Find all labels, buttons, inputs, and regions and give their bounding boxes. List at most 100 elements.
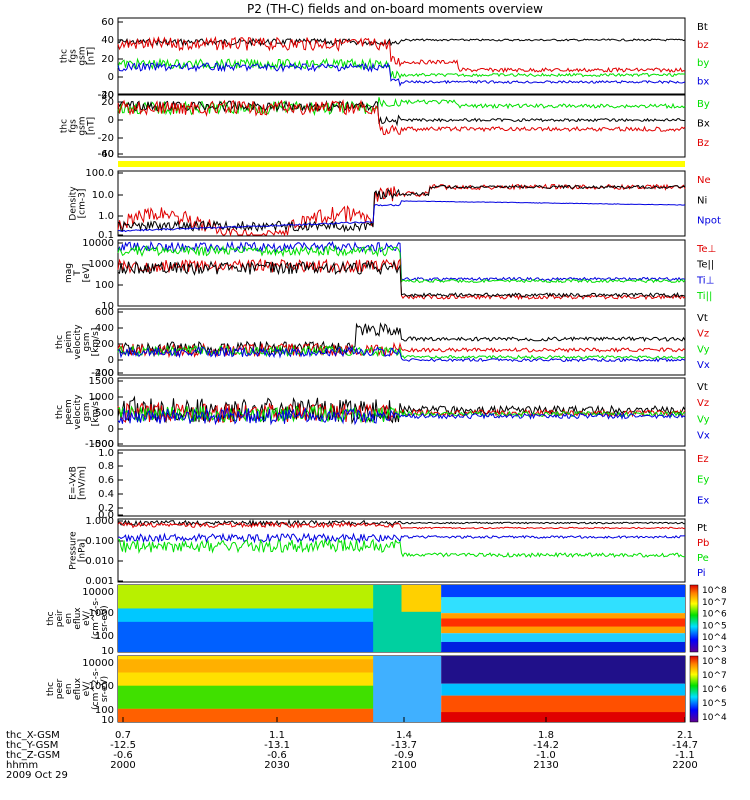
y-tick-label: 1500 xyxy=(89,376,114,387)
y-axis-label: mag xyxy=(64,263,74,283)
legend-entry: Te|| xyxy=(696,260,714,271)
x-tick-label: 2030 xyxy=(264,760,289,771)
y-tick-label: 10 xyxy=(101,646,114,657)
y-axis-label: thc xyxy=(60,49,70,63)
y-axis-label: E=-VxB xyxy=(69,466,79,500)
y-tick-label: -40 xyxy=(98,149,114,160)
by-trace xyxy=(117,57,686,80)
y-axis-label: Density xyxy=(69,186,79,221)
spectrogram-cell xyxy=(441,712,685,722)
y-tick-label: 100 xyxy=(95,280,114,291)
x-tick-label: -0.6 xyxy=(267,750,287,761)
legend-entry: Vx xyxy=(697,431,710,442)
y-axis-label: [cm-3] xyxy=(78,189,88,219)
y-axis-label: [nPa] xyxy=(78,539,88,562)
y-tick-label: 1000 xyxy=(89,259,114,270)
pb-trace xyxy=(117,521,686,530)
y-tick-label: 40 xyxy=(101,35,114,46)
y-tick-label: 60 xyxy=(101,17,114,28)
x-tick-label: 2130 xyxy=(533,760,558,771)
y-tick-label: 1000 xyxy=(89,392,114,403)
x-axis-row-label: hhmm xyxy=(6,760,38,771)
y-tick-label: 20 xyxy=(101,54,114,65)
y-tick-label: 1.0 xyxy=(98,211,114,222)
y-axis-label: Pressure xyxy=(69,531,79,570)
quality-flag-bar xyxy=(118,161,685,167)
panel-pressure: 1.000 0.100 0.010 0.001 Pressure [nPa] Pt Pb Pe P… xyxy=(69,516,710,587)
y-axis-label: eV/ xyxy=(82,610,92,626)
spectrogram-cell xyxy=(441,683,685,696)
y-axis-label: thc xyxy=(60,119,70,133)
y-axis-label: eflux xyxy=(73,607,83,630)
y-axis-label: peem xyxy=(64,399,74,425)
y-tick-label: -400 xyxy=(91,368,114,379)
x-tick-label: -0.9 xyxy=(394,750,414,761)
panel-frame xyxy=(117,170,686,237)
bz-trace xyxy=(117,35,686,74)
x-tick-label: -0.6 xyxy=(113,750,133,761)
colorbar-label: 10^6 xyxy=(702,685,727,695)
x-tick-label: 2100 xyxy=(391,760,416,771)
y-tick-label: 0.4 xyxy=(98,489,114,500)
y-tick-label: 0.010 xyxy=(85,556,114,567)
y-tick-label: -20 xyxy=(98,133,114,144)
legend-entry: Ez xyxy=(697,454,709,465)
y-tick-label: -20 xyxy=(98,90,114,101)
x-axis-row-label: thc_Z-GSM xyxy=(6,750,60,761)
ni-trace xyxy=(117,184,686,233)
y-axis-label: T xyxy=(73,270,83,277)
colorbar-label: 10^5 xyxy=(702,621,727,631)
colorbar-label: 10^7 xyxy=(702,598,727,608)
pi-trace xyxy=(118,532,686,544)
vx-trace xyxy=(118,345,686,363)
legend-entry: Pb xyxy=(697,538,709,549)
y-tick-label: 100.0 xyxy=(85,168,114,179)
x-tick-label: 2000 xyxy=(110,760,135,771)
colorbar-label: 10^4 xyxy=(702,633,727,643)
y-tick-label: 10000 xyxy=(82,238,114,249)
panel-frame xyxy=(117,239,686,307)
y-axis-label: eflux xyxy=(73,677,83,700)
spectrogram-cell xyxy=(401,585,442,612)
legend-entry: Bt xyxy=(697,22,708,33)
x-tick-label: 1.4 xyxy=(396,730,412,741)
peem-vt-trace xyxy=(117,395,686,425)
legend-entry: Pe xyxy=(697,553,709,564)
colorbar-label: 10^8 xyxy=(702,657,727,667)
legend-entry: Ni xyxy=(697,195,707,206)
y-axis-label: thc xyxy=(46,682,56,696)
y-axis-label: sr-eV) xyxy=(100,605,110,631)
x-tick-label: 0.7 xyxy=(115,730,131,741)
panel-fgs: 60 40 20 0 -20-40 thc fgs gsm [nT] Bt bz by bx xyxy=(60,17,710,101)
legend-entry: Vt xyxy=(697,313,708,324)
y-tick-label: 1000 xyxy=(89,681,114,692)
x-tick-label: -14.7 xyxy=(672,740,698,751)
y-axis-label: peer xyxy=(55,678,65,699)
spectrogram-cell xyxy=(118,585,402,609)
y-axis-label: fgs xyxy=(69,49,79,63)
panel-frame xyxy=(117,377,686,447)
bx-trace xyxy=(117,61,686,87)
y-axis-label: en xyxy=(64,613,74,624)
y-axis-label: gsm xyxy=(78,116,88,135)
x-tick-label: -14.2 xyxy=(533,740,559,751)
y-tick-label: 0.2 xyxy=(98,503,114,514)
y-tick-label: 0 xyxy=(108,72,114,83)
pe-trace xyxy=(117,538,686,559)
legend-entry: Ex xyxy=(697,495,709,506)
y-axis-label: fgs xyxy=(69,119,79,133)
spectrogram-cell xyxy=(118,659,402,673)
y-tick-label: 0.0 xyxy=(98,510,114,521)
y-axis-label: gsm xyxy=(82,402,92,421)
y-tick-label: 200 xyxy=(95,339,114,350)
spectrogram-cell xyxy=(118,621,402,652)
y-axis-label: (cm^2-s- xyxy=(91,598,101,640)
y-tick-label: 100 xyxy=(95,705,114,716)
y-tick-label: 0 xyxy=(108,424,114,435)
y-tick-label: -200 xyxy=(91,368,114,379)
y-axis-label: [nT] xyxy=(87,117,97,135)
y-tick-label: 0 xyxy=(108,115,114,126)
